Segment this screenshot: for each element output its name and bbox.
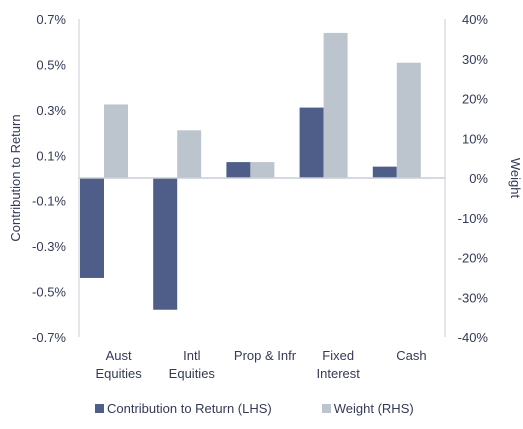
left-axis-ticks: 0.7% 0.5% 0.3% 0.1% -0.1% -0.3% -0.5% -0.7%	[32, 12, 66, 345]
left-tick-label: -0.5%	[32, 285, 66, 300]
bar-weight	[177, 130, 202, 178]
bar-weight	[396, 62, 421, 178]
category-label: Aust	[106, 348, 132, 363]
bars	[80, 32, 421, 310]
bar-weight	[250, 162, 275, 178]
category-label: Prop & Infr	[234, 348, 297, 363]
bar-contribution	[299, 107, 324, 178]
legend-label-contribution: Contribution to Return (LHS)	[107, 401, 272, 416]
left-tick-label: -0.1%	[32, 194, 66, 209]
axes	[78, 19, 446, 337]
bar-weight	[323, 32, 348, 178]
category-label: Fixed	[322, 348, 354, 363]
right-tick-label: 10%	[462, 131, 488, 146]
left-tick-label: 0.7%	[36, 12, 66, 27]
left-tick-label: 0.3%	[36, 103, 66, 118]
legend-swatch-weight	[321, 404, 331, 413]
category-label: Equities	[95, 366, 142, 381]
y-axis-label-right: Weight	[508, 158, 523, 199]
right-tick-label: 20%	[462, 92, 488, 107]
right-tick-label: -40%	[458, 330, 489, 345]
legend-item-contribution: Contribution to Return (LHS)	[95, 401, 272, 416]
category-labels: Aust Equities Intl Equities Prop & Infr Fixed…	[95, 348, 426, 381]
right-tick-label: -30%	[458, 290, 489, 305]
category-label: Equities	[169, 366, 216, 381]
right-tick-label: -10%	[458, 211, 489, 226]
category-label: Intl	[183, 348, 200, 363]
legend: Contribution to Return (LHS) Weight (RHS…	[95, 401, 414, 416]
legend-label-weight: Weight (RHS)	[333, 401, 414, 416]
legend-item-weight: Weight (RHS)	[321, 401, 414, 416]
left-tick-label: 0.1%	[36, 148, 66, 163]
category-label: Interest	[317, 366, 361, 381]
category-label: Cash	[396, 348, 426, 363]
left-tick-label: -0.3%	[32, 239, 66, 254]
bar-contribution	[372, 166, 397, 178]
right-axis-ticks: 40% 30% 20% 10% 0% -10% -20% -30% -40%	[458, 12, 489, 345]
bar-contribution	[80, 178, 104, 278]
right-tick-label: 40%	[462, 12, 488, 27]
right-tick-label: 0%	[469, 171, 488, 186]
left-tick-label: -0.7%	[32, 330, 66, 345]
right-tick-label: -20%	[458, 251, 489, 266]
y-axis-label-left: Contribution to Return	[8, 114, 23, 241]
bar-contribution	[226, 162, 251, 178]
left-tick-label: 0.5%	[36, 57, 66, 72]
bar-weight	[104, 104, 128, 178]
bar-contribution	[153, 178, 178, 310]
legend-swatch-contribution	[95, 404, 104, 413]
right-tick-label: 30%	[462, 52, 488, 67]
